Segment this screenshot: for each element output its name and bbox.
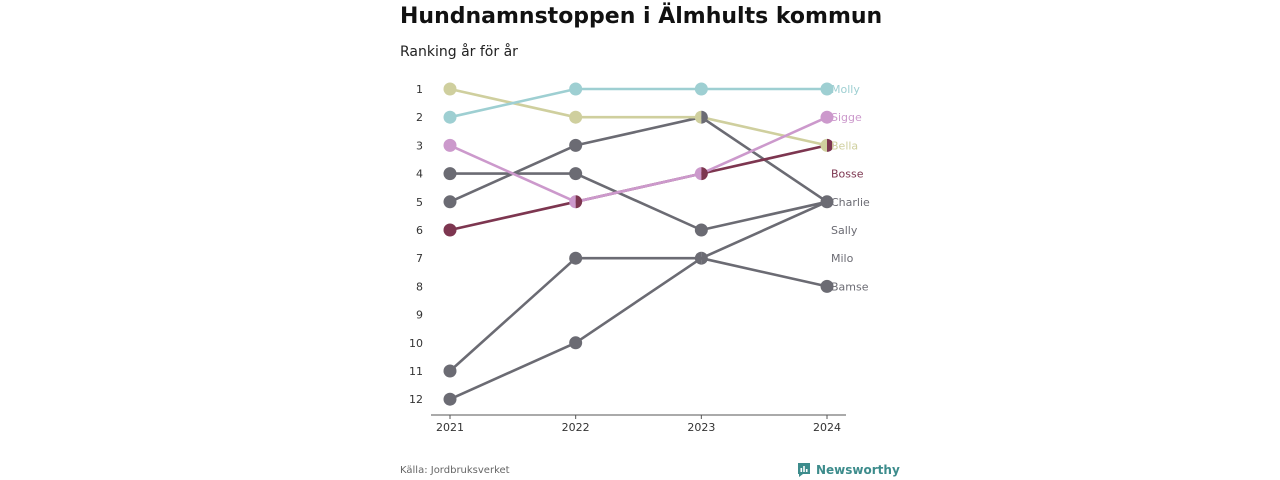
series-lines: [448, 87, 829, 401]
end-label-bella: Bella: [831, 139, 858, 152]
series-line-sigge: [448, 115, 829, 204]
end-label-sigge: Sigge: [831, 111, 862, 124]
marker-molly: [569, 82, 583, 96]
series-line-bamse: [448, 200, 829, 401]
chart-subtitle: Ranking år för år: [400, 44, 518, 60]
marker-bosse: [443, 223, 457, 237]
marker-milo: [820, 279, 834, 293]
marker-molly: [694, 82, 708, 96]
end-label-bamse: Bamse: [831, 280, 869, 293]
series-markers: [443, 82, 834, 406]
x-tick-label: 2024: [813, 421, 841, 434]
marker-sally: [701, 110, 708, 124]
marker-sigge: [820, 110, 834, 124]
end-labels: Molly Sigge Bella Bosse Charlie Sally Milo Bams…: [831, 83, 870, 293]
marker-sally: [569, 138, 583, 152]
y-tick-label: 8: [416, 280, 423, 293]
marker-charlie: [443, 167, 457, 181]
marker-sally: [443, 195, 457, 209]
end-label-sally: Sally: [831, 224, 858, 237]
series-line-molly: [448, 87, 829, 119]
end-label-milo: Milo: [831, 252, 854, 265]
x-tick-label: 2022: [562, 421, 590, 434]
marker-bosse: [701, 167, 708, 181]
y-tick-label: 1: [416, 83, 423, 96]
end-label-charlie: Charlie: [831, 196, 870, 209]
chart-title: Hundnamnstoppen i Älmhults kommun: [400, 4, 883, 29]
end-label-molly: Molly: [831, 83, 860, 96]
x-tick-label: 2021: [436, 421, 464, 434]
marker-milo: [701, 251, 708, 265]
marker-bella: [443, 82, 457, 96]
marker-bamse: [569, 336, 583, 350]
y-tick-label: 9: [416, 309, 423, 322]
y-tick-label: 2: [416, 111, 423, 124]
marker-molly: [820, 82, 834, 96]
marker-sigge: [443, 138, 457, 152]
x-tick-label: 2023: [687, 421, 715, 434]
source-note: Källa: Jordbruksverket: [400, 465, 510, 476]
marker-sigge: [694, 167, 702, 181]
y-tick-label: 7: [416, 252, 423, 265]
y-tick-label: 5: [416, 196, 423, 209]
end-label-bosse: Bosse: [831, 168, 864, 181]
marker-bamse: [694, 251, 702, 265]
y-tick-label: 10: [409, 337, 423, 350]
y-tick-label: 11: [409, 365, 423, 378]
marker-bella: [569, 110, 583, 124]
series-line-sally: [448, 115, 829, 204]
y-tick-label: 12: [409, 393, 423, 406]
marker-molly: [443, 110, 457, 124]
series-line-bella: [448, 87, 829, 147]
newsworthy-logo-icon: [798, 463, 810, 477]
marker-charlie: [569, 167, 583, 181]
marker-bosse: [575, 195, 583, 209]
marker-charlie: [694, 223, 708, 237]
series-line-charlie: [448, 172, 829, 232]
marker-sally: [820, 195, 828, 209]
marker-bella: [820, 138, 828, 152]
marker-bamse: [443, 392, 457, 406]
marker-bella: [694, 110, 702, 124]
marker-milo: [569, 251, 583, 265]
y-tick-label: 3: [416, 139, 423, 152]
marker-bamse: [827, 195, 834, 209]
marker-bosse: [827, 138, 834, 152]
y-tick-label: 4: [416, 168, 423, 181]
marker-milo: [443, 364, 457, 378]
brand-logo: Newsworthy: [797, 462, 900, 478]
series-line-milo: [448, 256, 829, 373]
brand-name: Newsworthy: [816, 463, 900, 477]
marker-sigge: [569, 195, 576, 209]
y-tick-label: 6: [416, 224, 423, 237]
x-axis-ticks: 2021 2022 2023 2024: [436, 415, 841, 434]
